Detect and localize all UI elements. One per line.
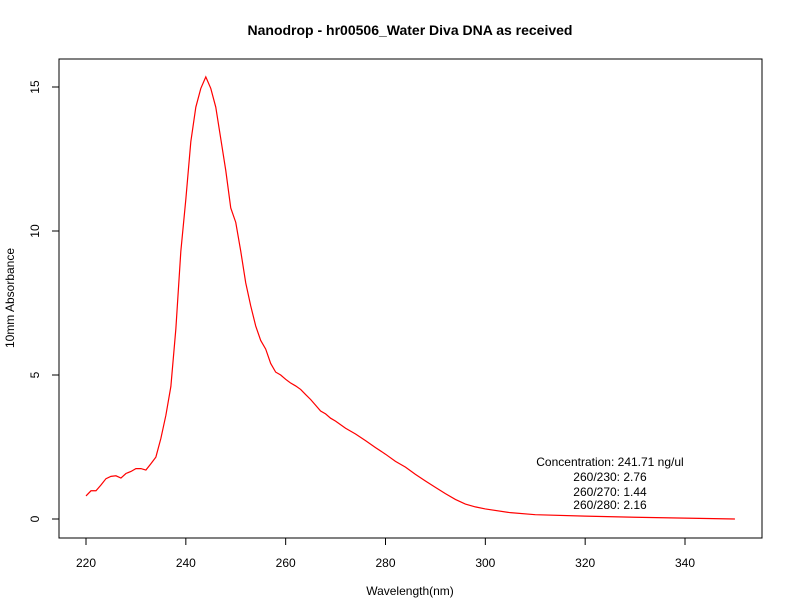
x-tick-label: 340 (675, 556, 695, 570)
x-tick-label: 240 (176, 556, 196, 570)
measurement-annotation: Concentration: 241.71 ng/ul 260/230: 2.7… (536, 455, 683, 512)
y-axis: 0 5 10 15 (28, 80, 59, 522)
chart-title: Nanodrop - hr00506_Water Diva DNA as rec… (248, 22, 573, 38)
absorbance-series-line (85, 75, 735, 520)
x-tick-label: 280 (375, 556, 395, 570)
x-tick-label: 300 (475, 556, 495, 570)
y-axis-label: 10mm Absorbance (3, 248, 17, 348)
x-tick-label: 320 (575, 556, 595, 570)
concentration-text: Concentration: 241.71 ng/ul (536, 455, 683, 469)
ratio-260-230-text: 260/230: 2.76 (573, 470, 647, 484)
ratio-260-270-text: 260/270: 1.44 (573, 485, 647, 499)
y-tick-label: 5 (28, 371, 42, 378)
y-tick-label: 0 (28, 515, 42, 522)
x-axis-label: Wavelength(nm) (366, 584, 454, 598)
plot-frame (58, 58, 763, 539)
y-tick-label: 15 (28, 80, 42, 94)
x-tick-label: 220 (76, 556, 96, 570)
x-axis: 220 240 260 280 300 320 340 (76, 538, 695, 570)
y-tick-label: 10 (28, 224, 42, 238)
ratio-260-280-text: 260/280: 2.16 (573, 498, 647, 512)
x-tick-label: 260 (276, 556, 296, 570)
